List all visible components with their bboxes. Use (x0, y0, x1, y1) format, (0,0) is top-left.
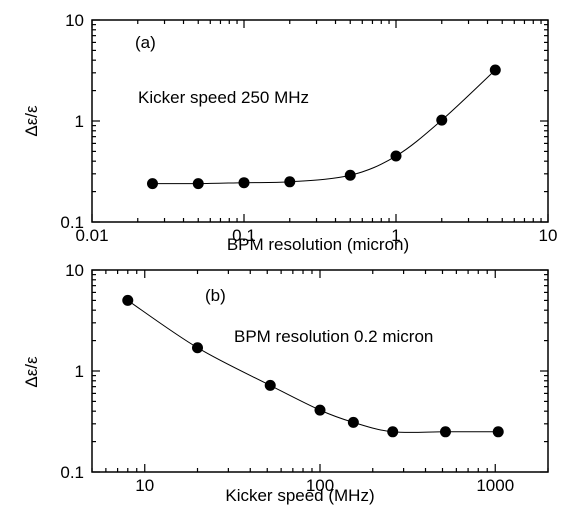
panel-b-frame (91, 269, 549, 473)
x-tick-label: 10 (135, 476, 154, 495)
panel-b-data (122, 294, 504, 438)
y-tick-label: 0.1 (60, 463, 84, 482)
y-tick-label: 10 (65, 11, 84, 30)
x-tick-label: 0.1 (232, 226, 256, 245)
data-point (146, 178, 158, 190)
data-point (192, 342, 204, 354)
panel-b-label: (b) (205, 286, 226, 305)
panel-a-x-axis-label: BPM resolution (micron) (227, 235, 409, 254)
series-line (127, 299, 499, 433)
data-point (347, 416, 359, 428)
y-tick-label: 10 (65, 261, 84, 280)
panel-b-annotation: BPM resolution 0.2 micron (234, 327, 433, 346)
data-point (489, 64, 501, 76)
y-tick-label: 0.1 (60, 213, 84, 232)
x-tick-label: 0.01 (75, 226, 108, 245)
data-point (344, 169, 356, 181)
x-tick-label: 100 (306, 476, 334, 495)
panel-b-x-axis-label: Kicker speed (MHz) (225, 486, 374, 505)
x-tick-label: 1 (391, 226, 400, 245)
panel-a-y-axis-label: Δε/ε (22, 105, 41, 137)
data-point (439, 426, 451, 438)
data-point (192, 178, 204, 190)
x-tick-label: 10 (539, 226, 558, 245)
panel-a-annotation: Kicker speed 250 MHz (138, 88, 309, 107)
panel-a-frame (91, 19, 549, 223)
data-point (436, 114, 448, 126)
x-tick-label: 1000 (476, 476, 514, 495)
panel-b-ticks: 10 100 1000 0.1 1 10 (60, 261, 549, 495)
data-point (314, 404, 326, 416)
data-point (122, 294, 134, 306)
y-tick-label: 1 (75, 362, 84, 381)
panel-b: (b) BPM resolution 0.2 micron Kicker spe… (22, 261, 549, 505)
data-point (390, 150, 402, 162)
data-point (284, 176, 296, 188)
data-point (492, 426, 504, 438)
panel-a-data (146, 64, 501, 190)
panel-b-y-axis-label: Δε/ε (22, 356, 41, 388)
panel-a-label: (a) (135, 33, 156, 52)
panel-a: (a) Kicker speed 250 MHz BPM resolution … (22, 11, 557, 254)
data-point (387, 426, 399, 438)
data-point (238, 177, 250, 189)
data-point (264, 379, 276, 391)
y-tick-label: 1 (75, 112, 84, 131)
